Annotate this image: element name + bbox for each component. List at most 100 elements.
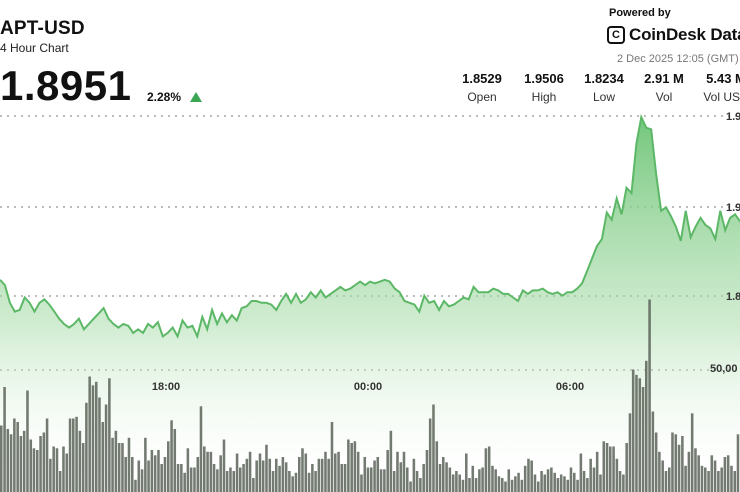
axis-tick-label: 00:00 xyxy=(354,381,382,393)
volume-bar xyxy=(144,437,147,492)
volume-bar xyxy=(212,464,216,492)
volume-bar xyxy=(298,457,301,492)
volume-bar xyxy=(55,448,59,492)
volume-bar xyxy=(471,465,475,492)
volume-bar xyxy=(281,457,285,492)
volume-bar xyxy=(327,458,330,492)
volume-bar xyxy=(389,430,393,492)
volume-bar xyxy=(631,369,635,492)
volume-bar xyxy=(425,450,429,492)
volume-bar xyxy=(713,460,717,492)
volume-bar xyxy=(140,469,144,492)
volume-bar xyxy=(379,469,383,492)
volume-bar xyxy=(239,467,242,492)
volume-bar xyxy=(127,437,131,492)
price-area xyxy=(0,117,740,492)
volume-bar xyxy=(294,472,298,492)
volume-bar xyxy=(245,458,249,492)
volume-bar xyxy=(638,378,642,492)
volume-bar xyxy=(124,457,127,492)
timestamp: 2 Dec 2025 12:05 (GMT) xyxy=(617,53,739,65)
volume-bar xyxy=(559,474,563,492)
volume-bar xyxy=(419,478,422,492)
volume-bar xyxy=(225,471,229,492)
volume-bar xyxy=(455,471,458,492)
volume-bar xyxy=(219,455,222,492)
volume-bar xyxy=(609,446,612,492)
volume-bar xyxy=(589,458,592,492)
volume-bar xyxy=(501,478,504,492)
stat-vol: 2.91 M Vol xyxy=(632,71,696,104)
volume-bar xyxy=(399,462,403,492)
volume-bar xyxy=(150,450,154,492)
volume-bar xyxy=(317,458,321,492)
volume-bar xyxy=(85,402,88,492)
stat-value: 1.8234 xyxy=(584,71,624,86)
stat-value: 1.9506 xyxy=(524,71,564,86)
volume-bar xyxy=(618,471,622,492)
volume-bar xyxy=(576,479,579,492)
volume-bar xyxy=(268,458,272,492)
volume-bar xyxy=(347,439,350,492)
stat-value: 2.91 M xyxy=(644,71,684,86)
volume-bar xyxy=(42,432,46,492)
volume-bar xyxy=(88,376,91,492)
volume-bar xyxy=(373,460,376,492)
volume-bar xyxy=(461,479,465,492)
volume-bar xyxy=(668,467,671,492)
volume-bar xyxy=(304,453,308,492)
volume-bar xyxy=(222,439,226,492)
volume-bar xyxy=(163,457,167,492)
volume-bar xyxy=(248,451,252,492)
volume-bar xyxy=(566,479,570,492)
volume-bar xyxy=(337,451,340,492)
volume-bar xyxy=(26,390,29,492)
volume-bar xyxy=(199,406,203,492)
volume-bar xyxy=(635,374,638,492)
volume-bar xyxy=(733,471,737,492)
volume-bar xyxy=(550,467,553,492)
volume-bar xyxy=(209,451,213,492)
volume-bar xyxy=(432,404,435,492)
volume-bar xyxy=(468,478,471,492)
volume-bar xyxy=(91,385,95,492)
volume-bar xyxy=(448,467,452,492)
volume-bar xyxy=(573,472,576,492)
volume-bar xyxy=(114,430,118,492)
volume-bar xyxy=(491,465,494,492)
coindesk-data-logo[interactable]: C CoinDesk Data xyxy=(607,25,740,45)
volume-bar xyxy=(242,464,245,492)
volume-bar xyxy=(465,453,468,492)
volume-bar xyxy=(707,471,710,492)
volume-bar xyxy=(68,418,72,492)
brand-name: CoinDesk Data xyxy=(629,25,740,44)
volume-bar xyxy=(602,441,606,492)
volume-bar xyxy=(189,467,193,492)
volume-bar xyxy=(235,453,239,492)
volume-bar xyxy=(579,453,583,492)
volume-bar xyxy=(726,455,730,492)
volume-bar xyxy=(301,448,304,492)
powered-by-label: Powered by xyxy=(609,7,671,19)
volume-bar xyxy=(366,467,370,492)
volume-bar xyxy=(497,476,501,492)
volume-bar xyxy=(415,471,419,492)
volume-bar xyxy=(494,469,497,492)
axis-ticks: 1.9 1.9 1.8 50,00 18:00 00:00 06:00 xyxy=(152,111,740,393)
volume-bar xyxy=(523,465,527,492)
volume-bar xyxy=(265,444,268,492)
volume-bar xyxy=(153,455,157,492)
volume-bar xyxy=(363,457,367,492)
axis-tick-label: 18:00 xyxy=(152,381,180,393)
volume-bar xyxy=(641,387,645,492)
volume-bar xyxy=(72,418,75,492)
change-percent: 2.28% xyxy=(147,90,182,104)
volume-bar xyxy=(330,422,334,492)
volume-bar xyxy=(383,469,386,492)
volume-bar xyxy=(451,474,455,492)
stat-low: 1.8234 Low xyxy=(572,71,636,104)
volume-bar xyxy=(193,467,196,492)
volume-bar xyxy=(147,460,150,492)
stat-high: 1.9506 High xyxy=(512,71,576,104)
volume-bar xyxy=(428,418,432,492)
